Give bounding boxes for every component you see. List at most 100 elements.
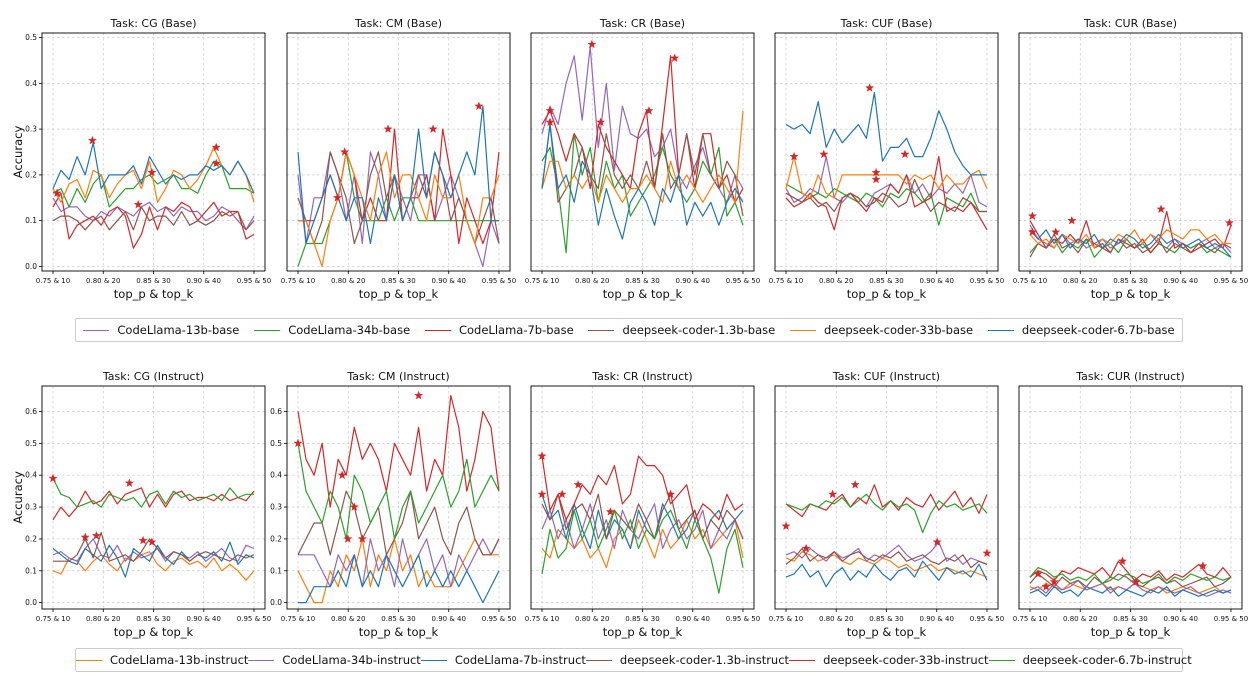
best-marker (80, 532, 90, 542)
best-marker (211, 142, 221, 152)
series-line-deepseek-coder-1.3b-base (785, 178, 987, 213)
legend-item: deepseek-coder-1.3b-base (588, 323, 775, 337)
chart-panel-1: 0.75 & 10 0.80 & 20 0.85 & 30 0.90 & 40 0.95… (11, 17, 271, 301)
best-marker (1027, 211, 1037, 220)
series-line-CodeLlama-7b-base (541, 55, 744, 203)
series-line-deepseek-coder-6.7b-base (52, 142, 255, 194)
best-marker (124, 478, 134, 488)
series-line-deepseek-coder-33b-base (785, 156, 988, 199)
chart-title: Task: CUR (Instruct) (1075, 370, 1185, 383)
y-tick-label: 0.0 (270, 598, 282, 607)
best-marker (557, 489, 567, 499)
series-line-CodeLlama-7b-instruct (298, 554, 500, 604)
legend-item: deepseek-coder-6.7b-instruct (988, 653, 1192, 667)
series-line-CodeLlama-7b-instruct (1029, 586, 1232, 597)
x-tick-label: 0.85 & 30 (869, 277, 903, 285)
x-tick-label: 0.95 & 50 (1214, 615, 1248, 623)
y-tick-label: 0.2 (25, 534, 37, 543)
x-tick-label: 0.75 & 10 (281, 615, 315, 623)
best-marker (1156, 204, 1166, 214)
series-line-deepseek-coder-6.7b-instruct (52, 478, 254, 508)
legend-label: deepseek-coder-33b-instruct (823, 653, 989, 667)
y-tick-label: 0.5 (270, 439, 282, 448)
legend-label: CodeLlama-7b-base (458, 323, 574, 337)
x-tick-label: 0.95 & 50 (237, 277, 271, 285)
x-tick-label: 0.90 & 40 (432, 615, 466, 623)
y-axis-label: Accuracy (11, 471, 25, 524)
series-line-CodeLlama-34b-instruct (541, 503, 744, 550)
x-tick-label: 0.75 & 10 (525, 277, 559, 285)
best-marker (537, 489, 547, 499)
x-axis-label: top_p & top_k (847, 625, 927, 639)
best-marker (1067, 215, 1077, 225)
legend-label: deepseek-coder-33b-base (823, 323, 974, 337)
legend-item: CodeLlama-34b-base (254, 323, 410, 337)
best-marker (644, 106, 654, 115)
y-axis-label: Accuracy (11, 126, 25, 179)
series-line-deepseek-coder-33b-instruct (297, 395, 500, 508)
legend-base: CodeLlama-13b-base CodeLlama-34b-base Code… (75, 318, 1183, 342)
x-tick-label: 0.80 & 20 (819, 277, 853, 285)
chart-panel-9: 0.75 & 10 0.80 & 20 0.85 & 30 0.90 & 40 0.95… (769, 370, 1004, 639)
y-tick-label: 0.0 (25, 598, 37, 607)
legend-swatch (83, 329, 110, 331)
legend-item: CodeLlama-13b-instruct (76, 653, 248, 667)
series-line-CodeLlama-13b-instruct (52, 551, 255, 581)
chart-title: Task: CUR (Base) (1083, 17, 1177, 30)
y-tick-label: 0.4 (25, 79, 37, 88)
legend-item: deepseek-coder-6.7b-base (987, 323, 1175, 337)
x-tick-label: 0.75 & 10 (1013, 277, 1047, 285)
legend-label: CodeLlama-13b-base (117, 323, 240, 337)
series-line-deepseek-coder-6.7b-base (1029, 229, 1232, 258)
best-marker (781, 521, 791, 531)
chart-title: Task: CUF (Base) (840, 17, 933, 30)
best-marker (932, 537, 942, 546)
x-axis-label: top_p & top_k (359, 287, 439, 301)
series-line-deepseek-coder-6.7b-instruct (785, 493, 988, 534)
legend-swatch (585, 659, 612, 661)
chart-title: Task: CM (Instruct) (346, 370, 449, 383)
series-line-deepseek-coder-6.7b-base (541, 123, 744, 240)
x-tick-label: 0.75 & 10 (36, 277, 70, 285)
series-line-CodeLlama-7b-base (785, 156, 988, 231)
x-tick-label: 0.90 & 40 (1164, 277, 1198, 285)
best-marker (474, 101, 484, 111)
best-marker (211, 158, 221, 168)
series-line-deepseek-coder-1.3b-base (1029, 233, 1232, 258)
best-marker (337, 470, 347, 480)
best-marker (545, 117, 555, 127)
series-line-CodeLlama-34b-instruct (52, 538, 255, 562)
best-marker (343, 534, 353, 543)
series-line-CodeLlama-7b-instruct (52, 541, 255, 578)
best-marker (383, 124, 393, 133)
x-tick-label: 0.90 & 40 (676, 277, 710, 285)
series-line-CodeLlama-13b-base (52, 197, 255, 231)
x-tick-label: 0.95 & 50 (970, 615, 1004, 623)
best-marker (865, 83, 875, 92)
legend-swatch (254, 329, 281, 331)
x-tick-label: 0.85 & 30 (381, 615, 415, 623)
chart-panel-2: 0.75 & 10 0.80 & 20 0.85 & 30 0.90 & 40 0.95… (281, 17, 516, 301)
legend-item: deepseek-coder-33b-base (789, 323, 974, 337)
legend-label: deepseek-coder-1.3b-instruct (619, 653, 790, 667)
series-line-deepseek-coder-1.3b-base (52, 206, 255, 231)
x-tick-label: 0.80 & 20 (819, 615, 853, 623)
y-tick-label: 0.1 (25, 566, 37, 575)
legend-item: CodeLlama-34b-instruct (248, 653, 421, 667)
chart-panel-5: 0.75 & 10 0.80 & 20 0.85 & 30 0.90 & 40 0.95… (1013, 17, 1248, 301)
x-tick-label: 0.80 & 20 (331, 277, 365, 285)
x-tick-label: 0.80 & 20 (86, 277, 120, 285)
legend-swatch (424, 329, 451, 331)
series-line-deepseek-coder-6.7b-base (785, 91, 987, 176)
legend-label: CodeLlama-34b-base (288, 323, 411, 337)
x-tick-label: 0.85 & 30 (869, 615, 903, 623)
series-line-deepseek-coder-1.3b-instruct (785, 547, 988, 569)
series-line-deepseek-coder-33b-base (1029, 229, 1231, 249)
best-marker (428, 124, 438, 133)
best-marker (1049, 577, 1059, 586)
series-line-CodeLlama-34b-base (785, 183, 987, 226)
best-marker (138, 535, 148, 545)
series-line-CodeLlama-7b-instruct (785, 560, 988, 588)
y-tick-label: 0.3 (270, 503, 282, 512)
best-marker (871, 167, 881, 177)
